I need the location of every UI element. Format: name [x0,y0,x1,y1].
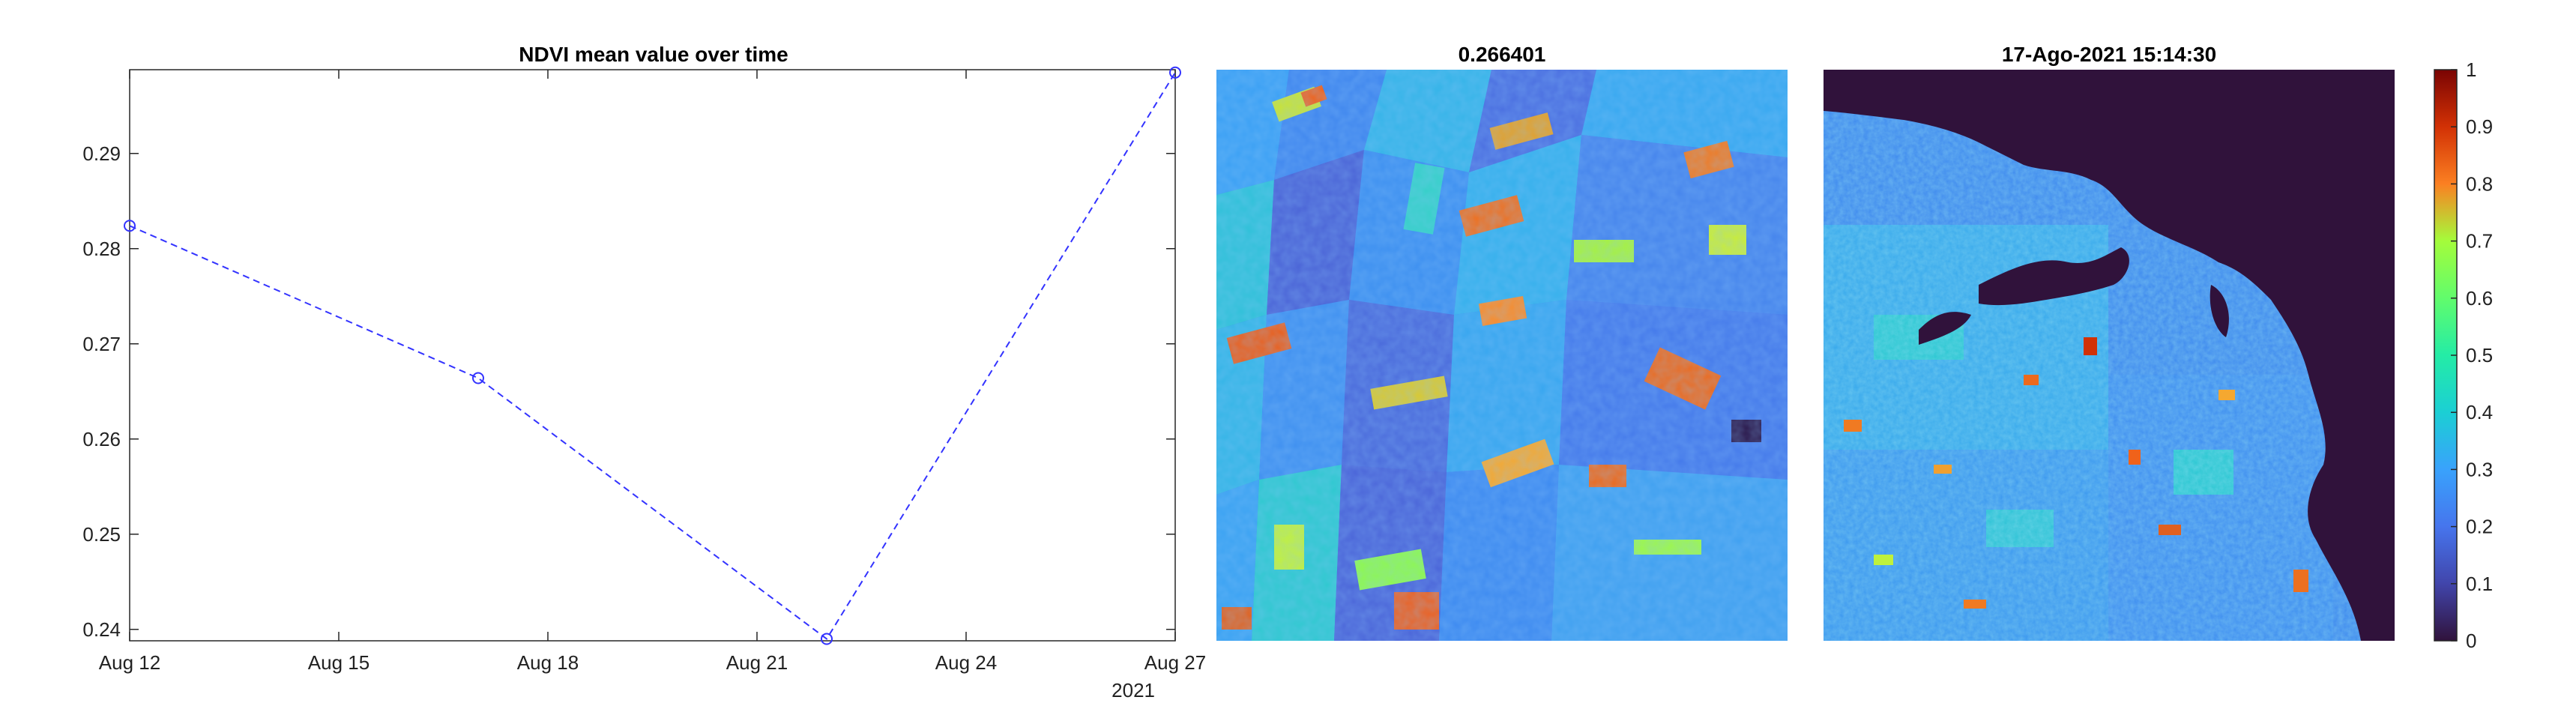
colorbar-tick-label: 0.2 [2466,516,2493,538]
y-tick-label: 0.26 [82,428,121,450]
x-tick-label: Aug 21 [726,651,788,674]
x-tick-label: Aug 18 [517,651,579,674]
colorbar-tick-label: 0.9 [2466,115,2493,138]
ndvi-image-panel-1: 0.266401 [1216,43,1788,641]
series-markers [124,66,1181,645]
colorbar-tick-label: 0.1 [2466,573,2493,595]
colorbar-tick-label: 0.8 [2466,172,2493,195]
ndvi-line-chart: NDVI mean value over time 0.240.250.260.… [82,43,1206,702]
x-tick-label: Aug 15 [308,651,369,674]
x-tick-label: Aug 24 [935,651,997,674]
colorbar-tick-label: 0.3 [2466,458,2493,480]
colorbar-tick-label: 0.5 [2466,344,2493,366]
y-axis-ticks: 0.24 0.25 0.26 0.27 0.28 0.29 [82,142,1175,641]
series-line [129,72,1176,640]
image-title-2: 17-Ago-2021 15:14:30 [2002,43,2216,66]
data-point [472,372,484,384]
ndvi-image-2 [1824,70,2395,641]
data-point [124,220,136,232]
data-point [821,633,833,645]
ndvi-image-panel-2: 17-Ago-2021 15:14:30 [1824,43,2493,652]
colorbar-ticks: 0 0.1 0.2 0.3 0.4 0.5 0.6 0.7 0.8 0.9 1 [2451,58,2493,652]
data-point [1169,66,1181,79]
y-tick-label: 0.27 [82,333,121,355]
x-tick-label: Aug 12 [99,651,160,674]
plot-area [129,69,1176,642]
x-axis-ticks: Aug 12 Aug 15 Aug 18 Aug 21 Aug 24 Aug 27 [99,70,1206,674]
y-tick-label: 0.24 [82,618,121,641]
colorbar-tick-label: 0.4 [2466,401,2493,423]
image-title-1: 0.266401 [1459,43,1546,66]
y-tick-label: 0.29 [82,142,121,165]
colorbar-tick-label: 1 [2466,58,2476,81]
colorbar-tick-label: 0.7 [2466,230,2493,253]
colorbar-tick-label: 0 [2466,630,2476,652]
y-tick-label: 0.28 [82,238,121,260]
y-tick-label: 0.25 [82,523,121,546]
x-secondary-label: 2021 [1111,679,1155,702]
colorbar-tick-label: 0.6 [2466,287,2493,310]
ndvi-image-1 [1216,70,1788,641]
x-tick-label: Aug 27 [1144,651,1206,674]
chart-title: NDVI mean value over time [519,43,788,66]
